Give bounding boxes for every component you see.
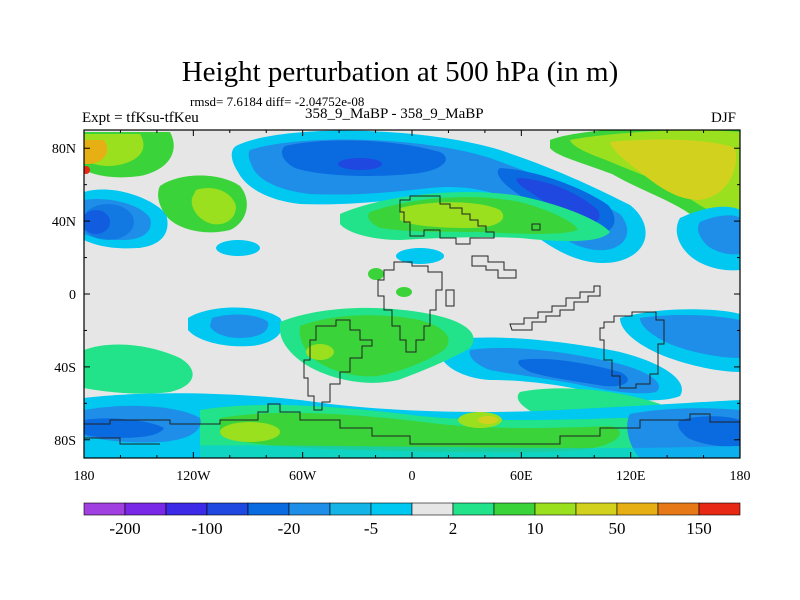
colorbar-label: 2 [449,519,458,538]
coastline-eurasia [399,195,495,245]
colorbar-swatch [206,502,249,516]
colorbar-swatch [247,502,290,516]
contour-east-low-mid [697,215,740,255]
season-label: DJF [711,110,737,126]
contour-antarctic-edge [84,445,740,458]
coastline-antarctica [84,403,740,445]
coastline-australia [599,311,665,389]
x-tick-label: 60E [510,469,533,484]
x-tick-label: 120W [176,469,211,484]
colorbar-label: -20 [278,519,301,538]
contour-west-high-inner [84,140,108,164]
stats-line: rmsd= 7.6184 diff= -2.04752e-08 [190,94,365,109]
x-tick-label: 60W [289,469,317,484]
axes: 180 120W 60W 0 60E 120E 180 80N 40N 0 40S 80S [52,130,751,484]
contour-sh-low-west-mid [210,314,269,338]
colorbar-swatch [411,502,454,516]
contour-sh-high-w-outer [84,344,193,394]
contour-na-high-inner [191,187,236,225]
coastline-indian-sub [471,255,517,279]
chart-title: Height perturbation at 500 hPa (in m) [181,56,619,88]
colorbar-swatch [288,502,331,516]
colorbar-swatch [698,502,741,516]
x-tick-label: 120E [616,469,646,484]
coastline-africa [377,261,443,353]
contour-sh-low-east-inner [518,358,628,387]
contour-asia-high-inner [400,202,504,228]
colorbar-label: -5 [364,519,378,538]
experiment-label: Expt = tfKsu-tfKeu [82,110,199,126]
y-tick-label: 80S [54,434,76,449]
colorbar-label: 10 [527,519,544,538]
colorbar-swatch [124,502,167,516]
colorbar-label: 150 [686,519,712,538]
x-tick-label: 0 [409,469,416,484]
colorbar-swatch [329,502,372,516]
colorbar-label: 50 [609,519,626,538]
contour-sh-low-ne-mid [640,314,740,358]
colorbar-swatch [575,502,618,516]
y-tick-label: 40N [52,215,76,230]
contour-arctic-high-inner [610,139,737,200]
colorbar-swatch [165,502,208,516]
y-tick-label: 0 [69,288,76,303]
contour-trop-high-b [396,287,412,297]
contour-sh-east-low-core [678,416,740,447]
contour-sh-band-inner-a [220,422,280,442]
colorbar-swatch [657,502,700,516]
colorbar-label: -200 [109,519,140,538]
contour-trop-low-b [216,240,260,256]
contour-arctic-low-core [338,158,382,170]
colorbar-swatch [370,502,413,516]
contour-sh-band-mid [220,412,620,453]
contour-sh-high-center-inner [306,344,334,360]
x-tick-label: 180 [74,469,95,484]
colorbar-swatch [83,502,126,516]
x-tick-label: 180 [730,469,751,484]
run-label: 358_9_MaBP - 358_9_MaBP [305,106,484,122]
y-tick-label: 80N [52,142,76,157]
colorbar: -200 -100 -20 -5 2 10 50 150 [83,502,741,538]
colorbar-swatch [616,502,659,516]
colorbar-swatch [534,502,577,516]
contour-sh-high-center-mid [299,315,449,377]
colorbar-label: -100 [191,519,222,538]
contour-sh-west-low-core [84,418,164,438]
contour-sh-band-inner-c [478,416,498,424]
contour-fill [84,130,740,458]
y-tick-label: 40S [54,361,76,376]
contour-pacific-low-core [516,178,600,223]
coastline-small-island-a [531,223,541,231]
coastlines [84,195,740,445]
coastline-south-america [303,319,373,411]
contour-west-high-spot [84,166,90,174]
contour-trop-low-a [396,248,444,264]
coastline-se-asia [509,285,601,331]
coastline-small-island-b [445,289,455,307]
contour-trop-high-a [368,268,384,280]
colorbar-swatch [493,502,536,516]
contour-nw-low-inner [84,204,134,240]
colorbar-swatch [452,502,495,516]
